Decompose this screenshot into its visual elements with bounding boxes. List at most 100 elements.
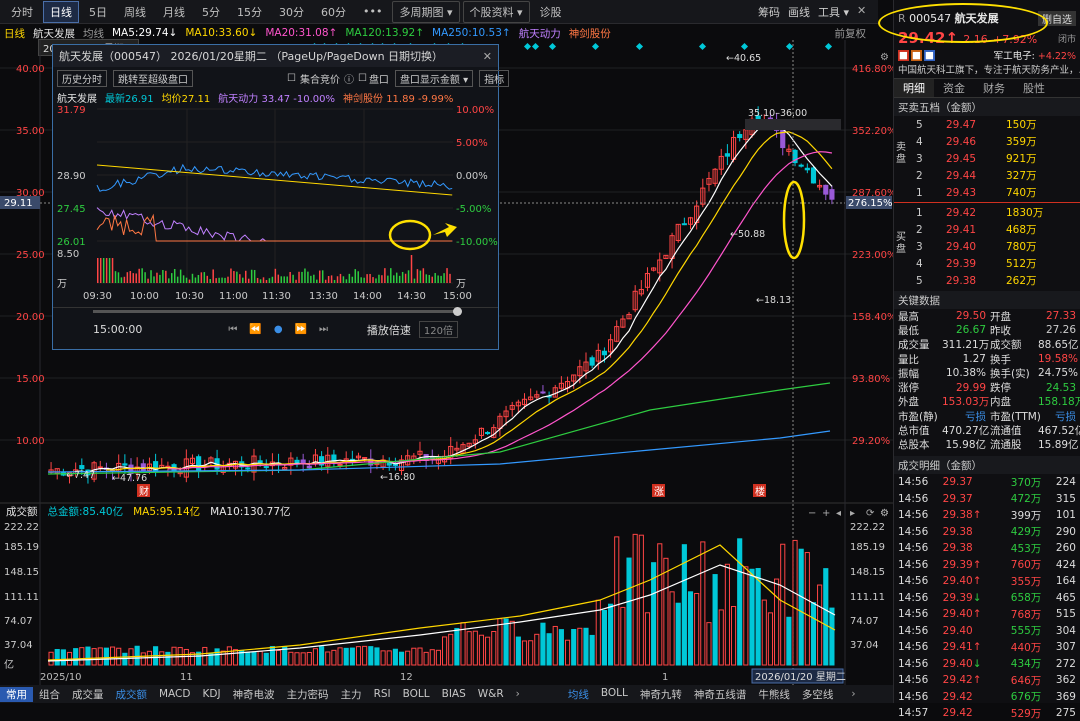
candle[interactable] [122,463,128,466]
candle[interactable] [724,153,730,157]
candle[interactable] [577,366,583,377]
period-tab[interactable]: 多周期图 ▾ [392,0,460,23]
mark-zhang[interactable]: 涨 [654,486,664,498]
candle[interactable] [608,339,614,353]
panel-tab[interactable]: 明细 [894,79,934,97]
candle[interactable] [632,290,638,311]
candle[interactable] [306,465,312,469]
indicator-tab[interactable]: BOLL [402,688,430,700]
checkbox-icon[interactable]: ☐ [357,73,367,84]
candle[interactable] [66,472,73,477]
period-tab[interactable]: 15分 [237,5,262,19]
period-tab[interactable]: ••• [363,5,383,18]
candle[interactable] [823,184,829,195]
candle[interactable] [140,463,146,472]
candle[interactable] [681,223,687,226]
overlay-tab[interactable]: 神奇九转 [639,688,682,701]
orderbook-row[interactable]: 1 29.43 740万 [894,184,1080,201]
orderbook-row[interactable]: 2 29.41 468万 [894,221,1080,238]
mark-cai[interactable]: 财 [139,485,149,498]
intraday-popup[interactable]: 航天发展（000547） 2026/01/20星期二 （PageUp/PageD… [52,44,510,350]
orderbook-row[interactable]: 1 29.42 1830万 [894,204,1080,221]
period-tab[interactable]: 诊股 [539,5,562,19]
overlay-tab[interactable]: 神奇五线谱 [693,688,747,701]
candle[interactable] [718,155,724,170]
indicator-tab[interactable]: 成交额 [115,688,148,701]
candle[interactable] [534,394,540,398]
candle[interactable] [398,459,405,472]
candle[interactable] [448,445,454,459]
period-tab[interactable]: 30分 [279,5,304,19]
period-tab[interactable]: 个股资料 ▾ [462,0,530,23]
period-tab[interactable]: 日线 [43,0,79,23]
candle[interactable] [804,167,810,171]
candle[interactable] [515,401,521,407]
orderbook-row[interactable]: 3 29.40 780万 [894,238,1080,255]
candle[interactable] [786,148,792,152]
indicator-tab[interactable]: 成交量 [72,688,104,701]
panel-tab[interactable]: 财务 [983,82,1005,95]
candle[interactable] [798,164,804,167]
candle[interactable] [528,396,534,401]
period-tab[interactable]: 月线 [163,5,185,19]
candle[interactable] [810,167,817,184]
close-icon[interactable]: ✕ [857,4,867,17]
candle[interactable] [153,461,159,473]
last-icon[interactable]: ⏭ [319,324,329,335]
overlay-tab[interactable]: 均线 [567,688,589,701]
indicator-tab[interactable]: KDJ [202,688,221,700]
indicator-tab[interactable]: RSI [373,688,391,700]
candle[interactable] [595,349,601,362]
intraday-title-bar[interactable]: 航天发展（000547） 2026/01/20星期二 （PageUp/PageD… [53,45,498,67]
candle[interactable] [737,134,743,139]
candle[interactable] [687,217,694,225]
candle[interactable] [392,463,398,467]
orderbook-row[interactable]: 3 29.45 921万 [894,150,1080,167]
candle[interactable] [319,456,325,466]
candle[interactable] [54,468,60,474]
overlay-tab[interactable]: 多空线 [801,688,834,701]
candle[interactable] [189,457,196,465]
candle[interactable] [466,442,472,447]
more-icon[interactable]: › [851,688,856,700]
checkbox-icon[interactable]: ☐ [287,73,296,84]
period-tab[interactable]: 5日 [89,5,107,19]
candle[interactable] [472,439,478,444]
orderbook-row[interactable]: 5 29.38 262万 [894,272,1080,289]
candle[interactable] [675,223,681,241]
panel-tab[interactable]: 股性 [1023,82,1045,95]
candle[interactable] [583,361,589,372]
candle[interactable] [282,466,288,470]
candle[interactable] [454,447,460,451]
draw-line-button[interactable]: 画线 [788,6,810,19]
indicator-tab[interactable]: 主力 [340,688,362,701]
candle[interactable] [337,464,343,467]
indicator-tab[interactable]: 组合 [39,688,60,701]
panel-tab[interactable]: 资金 [943,82,965,95]
candle[interactable] [706,177,712,185]
candle[interactable] [651,267,657,271]
info-icon[interactable]: ⓘ [343,75,354,86]
candle[interactable] [700,187,706,205]
candle[interactable] [485,432,491,435]
candle[interactable] [558,382,564,389]
indicator-tab[interactable]: W&R [477,688,504,700]
more-icon[interactable]: › [515,688,520,700]
progress-handle[interactable] [453,307,462,316]
orderbook-row[interactable]: 2 29.44 327万 [894,167,1080,184]
indicator-tab[interactable]: 神奇电波 [232,688,275,701]
indicator-tab[interactable]: BIAS [441,688,466,700]
indicator-tab[interactable]: 主力密码 [286,688,329,701]
candle[interactable] [571,374,577,382]
industry-name[interactable]: 军工电子: [993,51,1035,62]
first-icon[interactable]: ⏮ [228,324,238,335]
volume-title[interactable]: 成交额 [6,506,38,518]
candle[interactable] [644,273,651,288]
period-tab[interactable]: 周线 [124,5,146,19]
candle[interactable] [614,326,620,342]
candle[interactable] [97,466,103,469]
candle[interactable] [503,410,509,418]
candle[interactable] [638,288,644,295]
indicator-button[interactable]: 指标 [479,70,510,87]
candle[interactable] [620,318,626,328]
